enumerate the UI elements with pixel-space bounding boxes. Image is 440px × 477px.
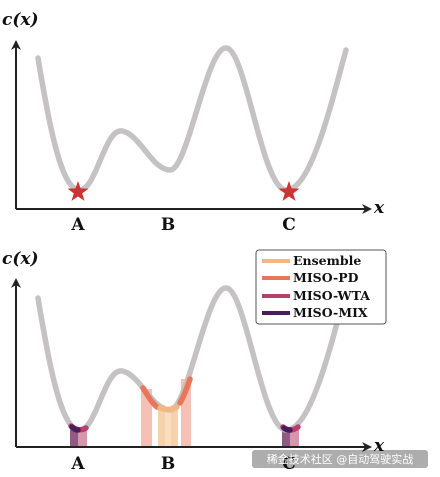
top-panel: c(x) x A B C [2,10,385,235]
watermark: 稀金技术社区 @自动驾驶实战 [252,450,428,468]
bottom-curve-highlight-b-left [140,385,160,410]
bottom-curve-highlight-b-ensemble [157,404,180,413]
legend-box [255,249,387,325]
bottom-bar-b-ensemble-right [171,405,178,447]
bottom-y-axis-label: c(x) [2,249,39,269]
bottom-bar-b-pd-right [181,379,191,447]
bottom-bar-c-mix [282,430,290,447]
top-point-label-b: B [161,215,175,235]
top-y-axis-label: c(x) [2,10,39,30]
bottom-curve-highlight-c-mix [281,425,293,433]
bottom-x-axis-label: x [373,436,385,456]
legend: Ensemble MISO-PD MISO-WTA MISO-MIX [255,249,387,325]
top-star-c-icon [278,181,300,201]
bottom-curve-highlight-a-mix [69,424,81,433]
watermark-text: 稀金技术社区 @自动驾驶实战 [267,452,414,466]
legend-label-miso-wta: MISO-WTA [293,288,370,303]
bottom-bar-b-pd-left [141,389,152,447]
bottom-bar-b-ensemble-left [158,405,165,447]
legend-label-ensemble: Ensemble [293,253,361,268]
bottom-point-label-b: B [161,454,175,474]
legend-label-miso-pd: MISO-PD [293,270,359,285]
top-point-label-a: A [70,215,85,235]
top-x-axis-label: x [373,198,385,218]
top-cost-curve [35,45,349,193]
legend-label-miso-mix: MISO-MIX [293,305,368,320]
bottom-point-label-a: A [70,454,85,474]
bottom-panel: c(x) x A B C Ensemble MISO-PD MISO-WTA M… [2,249,387,474]
bottom-bar-a-mix [70,430,78,447]
bottom-curve-highlight-b-right [177,376,193,406]
bottom-point-label-c: C [282,454,296,474]
bottom-bar-b-ensemble-mid [165,408,171,447]
watermark-background [252,450,428,468]
top-point-label-c: C [282,215,296,235]
top-star-a-icon [67,181,89,201]
